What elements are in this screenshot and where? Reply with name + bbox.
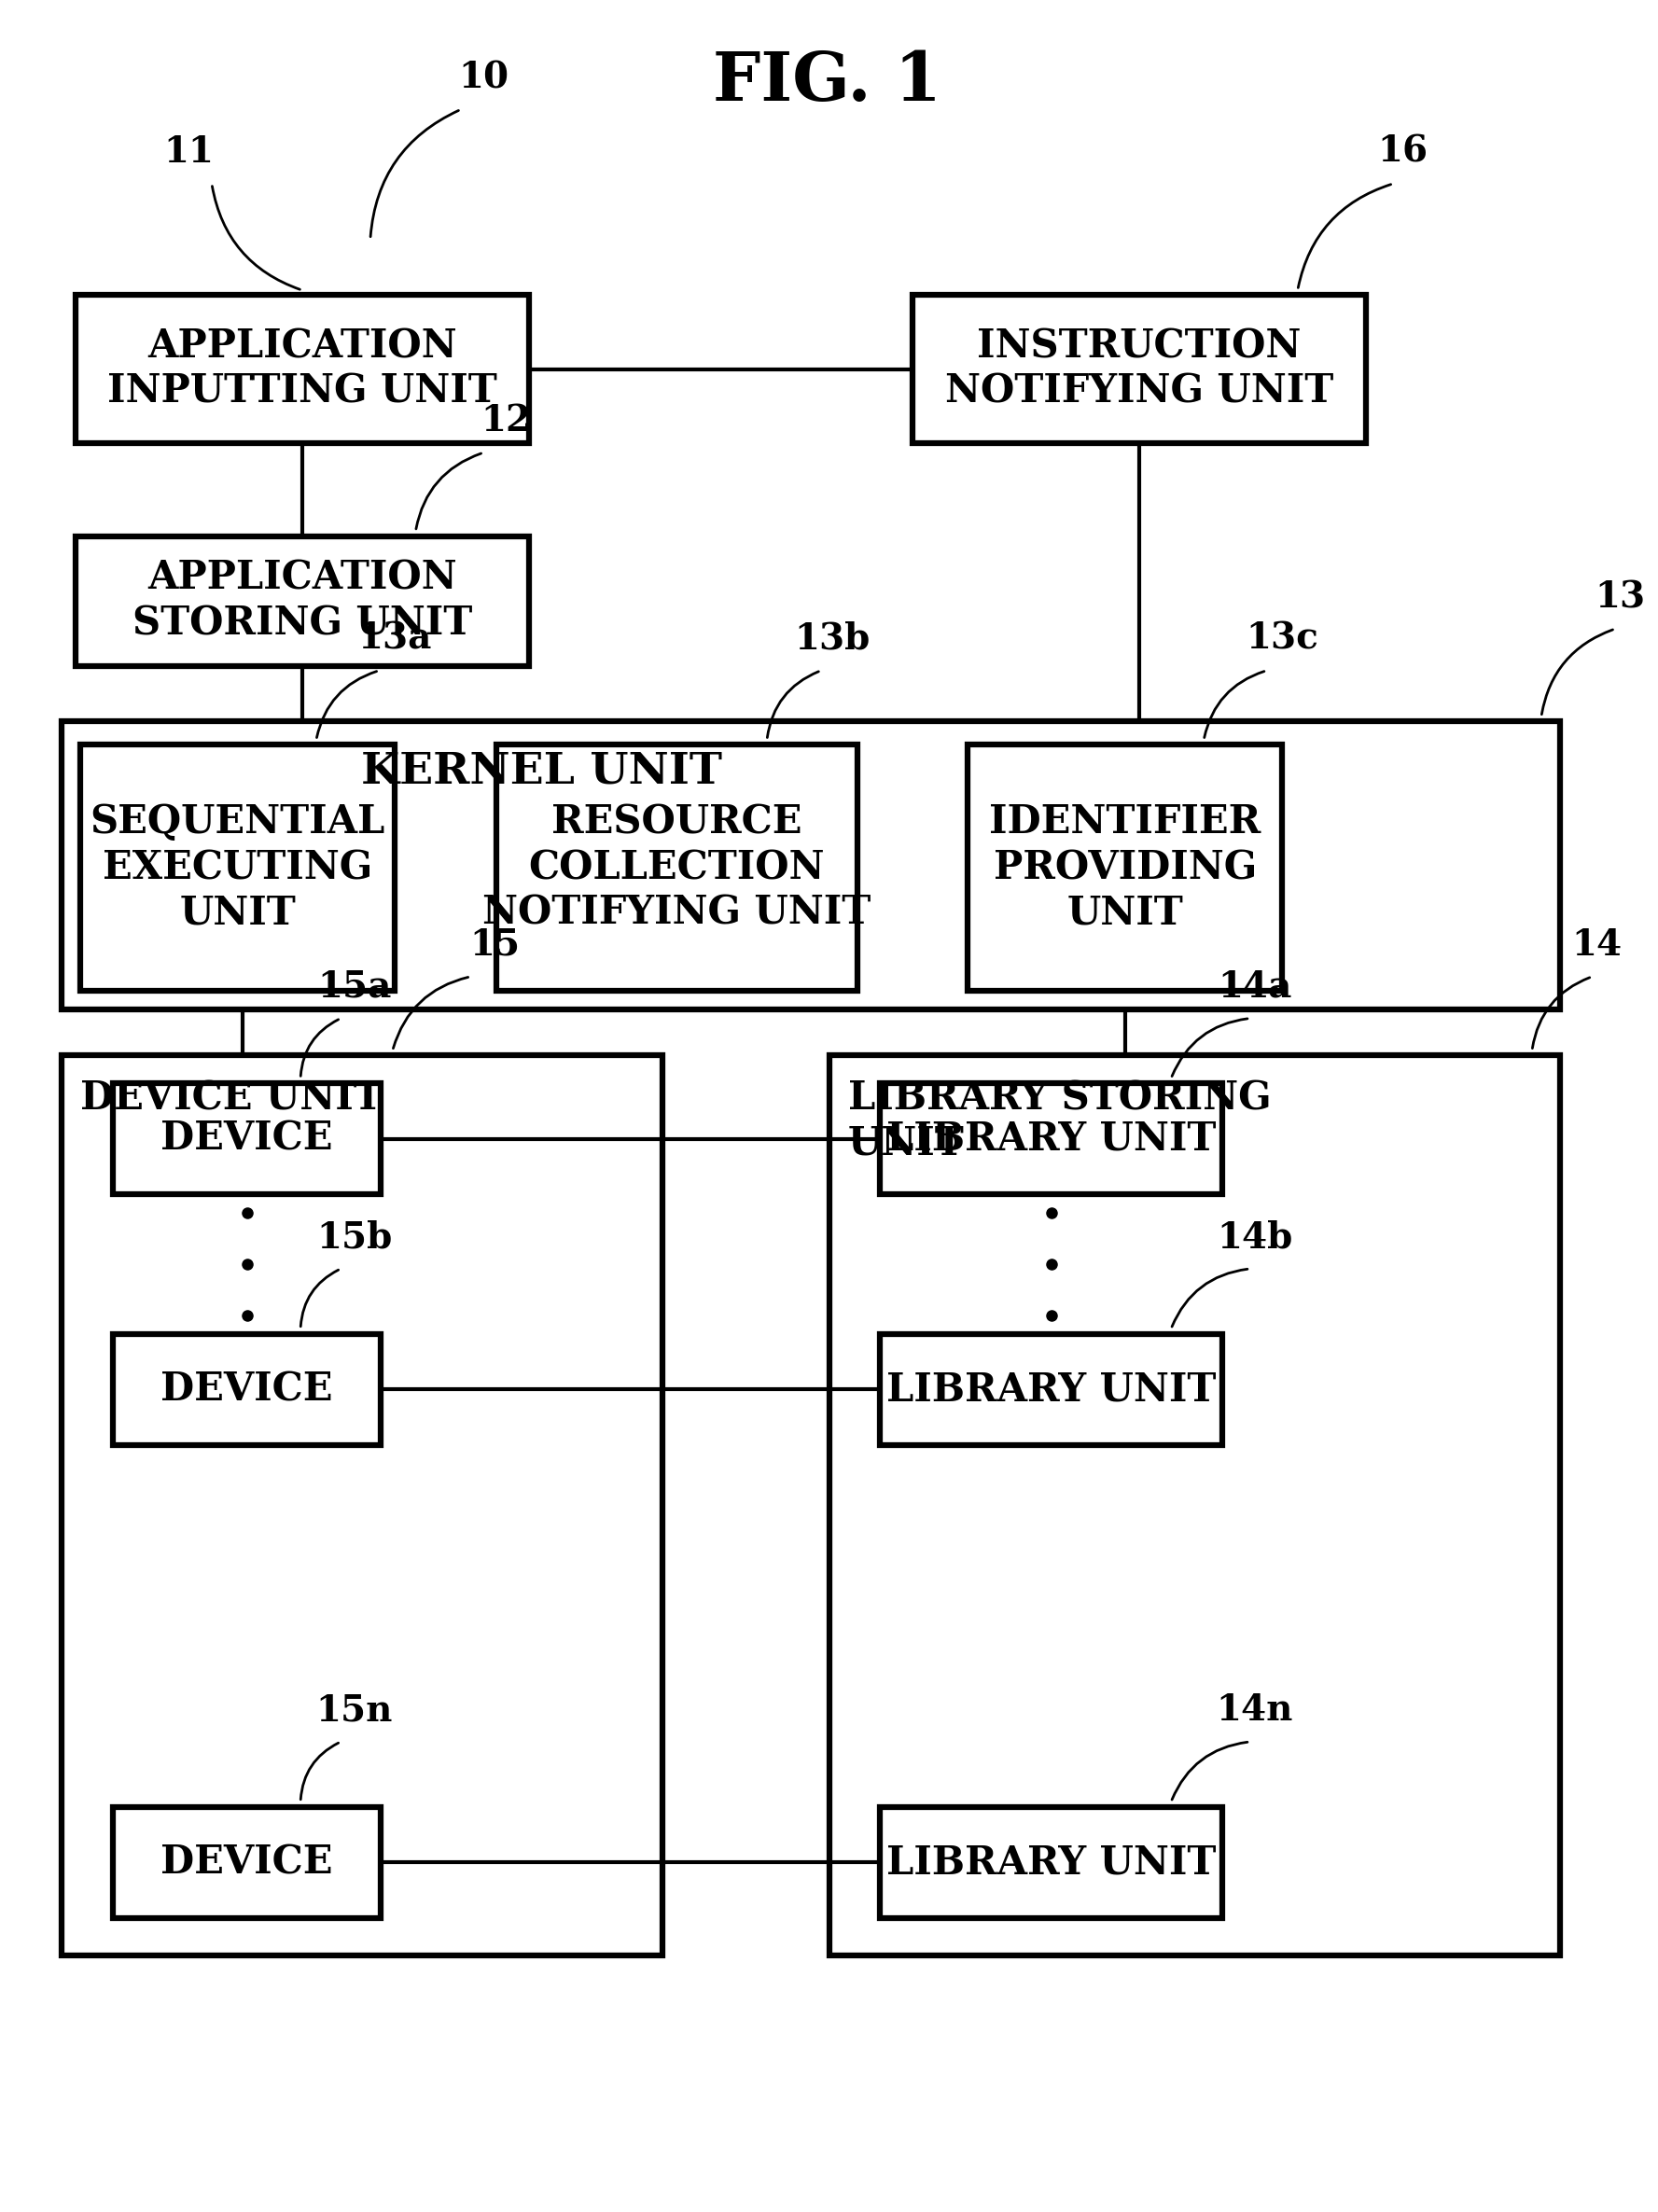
Text: SEQUENTIAL
EXECUTING
UNIT: SEQUENTIAL EXECUTING UNIT [90, 803, 385, 933]
Bar [61, 721, 1560, 1009]
Text: 15b: 15b [317, 1219, 391, 1254]
Bar [113, 1084, 381, 1194]
Text: KERNEL UNIT: KERNEL UNIT [361, 750, 721, 792]
Text: 14: 14 [1572, 927, 1622, 962]
Bar [880, 1807, 1222, 1918]
Text: RESOURCE
COLLECTION
NOTIFYING UNIT: RESOURCE COLLECTION NOTIFYING UNIT [482, 803, 870, 933]
Text: 15a: 15a [317, 969, 391, 1004]
Text: FIG. 1: FIG. 1 [713, 49, 942, 115]
Bar [81, 745, 395, 991]
Text: APPLICATION
INPUTTING UNIT: APPLICATION INPUTTING UNIT [108, 327, 497, 411]
Text: 12: 12 [481, 403, 532, 438]
Text: 15: 15 [469, 927, 521, 962]
Text: 15n: 15n [315, 1692, 393, 1728]
Bar [912, 294, 1366, 442]
Bar [880, 1084, 1222, 1194]
Bar [968, 745, 1282, 991]
Text: 11: 11 [164, 135, 214, 170]
Text: 13: 13 [1595, 580, 1645, 615]
Text: IDENTIFIER
PROVIDING
UNIT: IDENTIFIER PROVIDING UNIT [990, 803, 1262, 933]
Text: 13b: 13b [794, 622, 870, 657]
Text: 13a: 13a [358, 622, 431, 657]
Text: 14b: 14b [1217, 1219, 1293, 1254]
Bar [61, 1055, 663, 1955]
Text: DEVICE: DEVICE [161, 1843, 333, 1882]
Text: LIBRARY STORING
UNIT: LIBRARY STORING UNIT [847, 1079, 1272, 1164]
Text: DEVICE UNIT: DEVICE UNIT [81, 1079, 383, 1117]
Bar [829, 1055, 1560, 1955]
Text: INSTRUCTION
NOTIFYING UNIT: INSTRUCTION NOTIFYING UNIT [945, 327, 1333, 411]
Text: 16: 16 [1378, 135, 1428, 170]
Text: 10: 10 [458, 60, 509, 95]
Text: LIBRARY UNIT: LIBRARY UNIT [887, 1843, 1215, 1882]
Text: 14a: 14a [1217, 969, 1292, 1004]
Text: DEVICE: DEVICE [161, 1119, 333, 1159]
Text: APPLICATION
STORING UNIT: APPLICATION STORING UNIT [133, 560, 473, 644]
Text: 14n: 14n [1217, 1692, 1293, 1728]
Bar [496, 745, 857, 991]
Text: LIBRARY UNIT: LIBRARY UNIT [887, 1119, 1215, 1159]
Bar [880, 1334, 1222, 1444]
Text: LIBRARY UNIT: LIBRARY UNIT [887, 1369, 1215, 1409]
Bar [76, 535, 529, 666]
Text: 13c: 13c [1247, 622, 1318, 657]
Bar [113, 1807, 381, 1918]
Bar [76, 294, 529, 442]
Bar [113, 1334, 381, 1444]
Text: DEVICE: DEVICE [161, 1369, 333, 1409]
